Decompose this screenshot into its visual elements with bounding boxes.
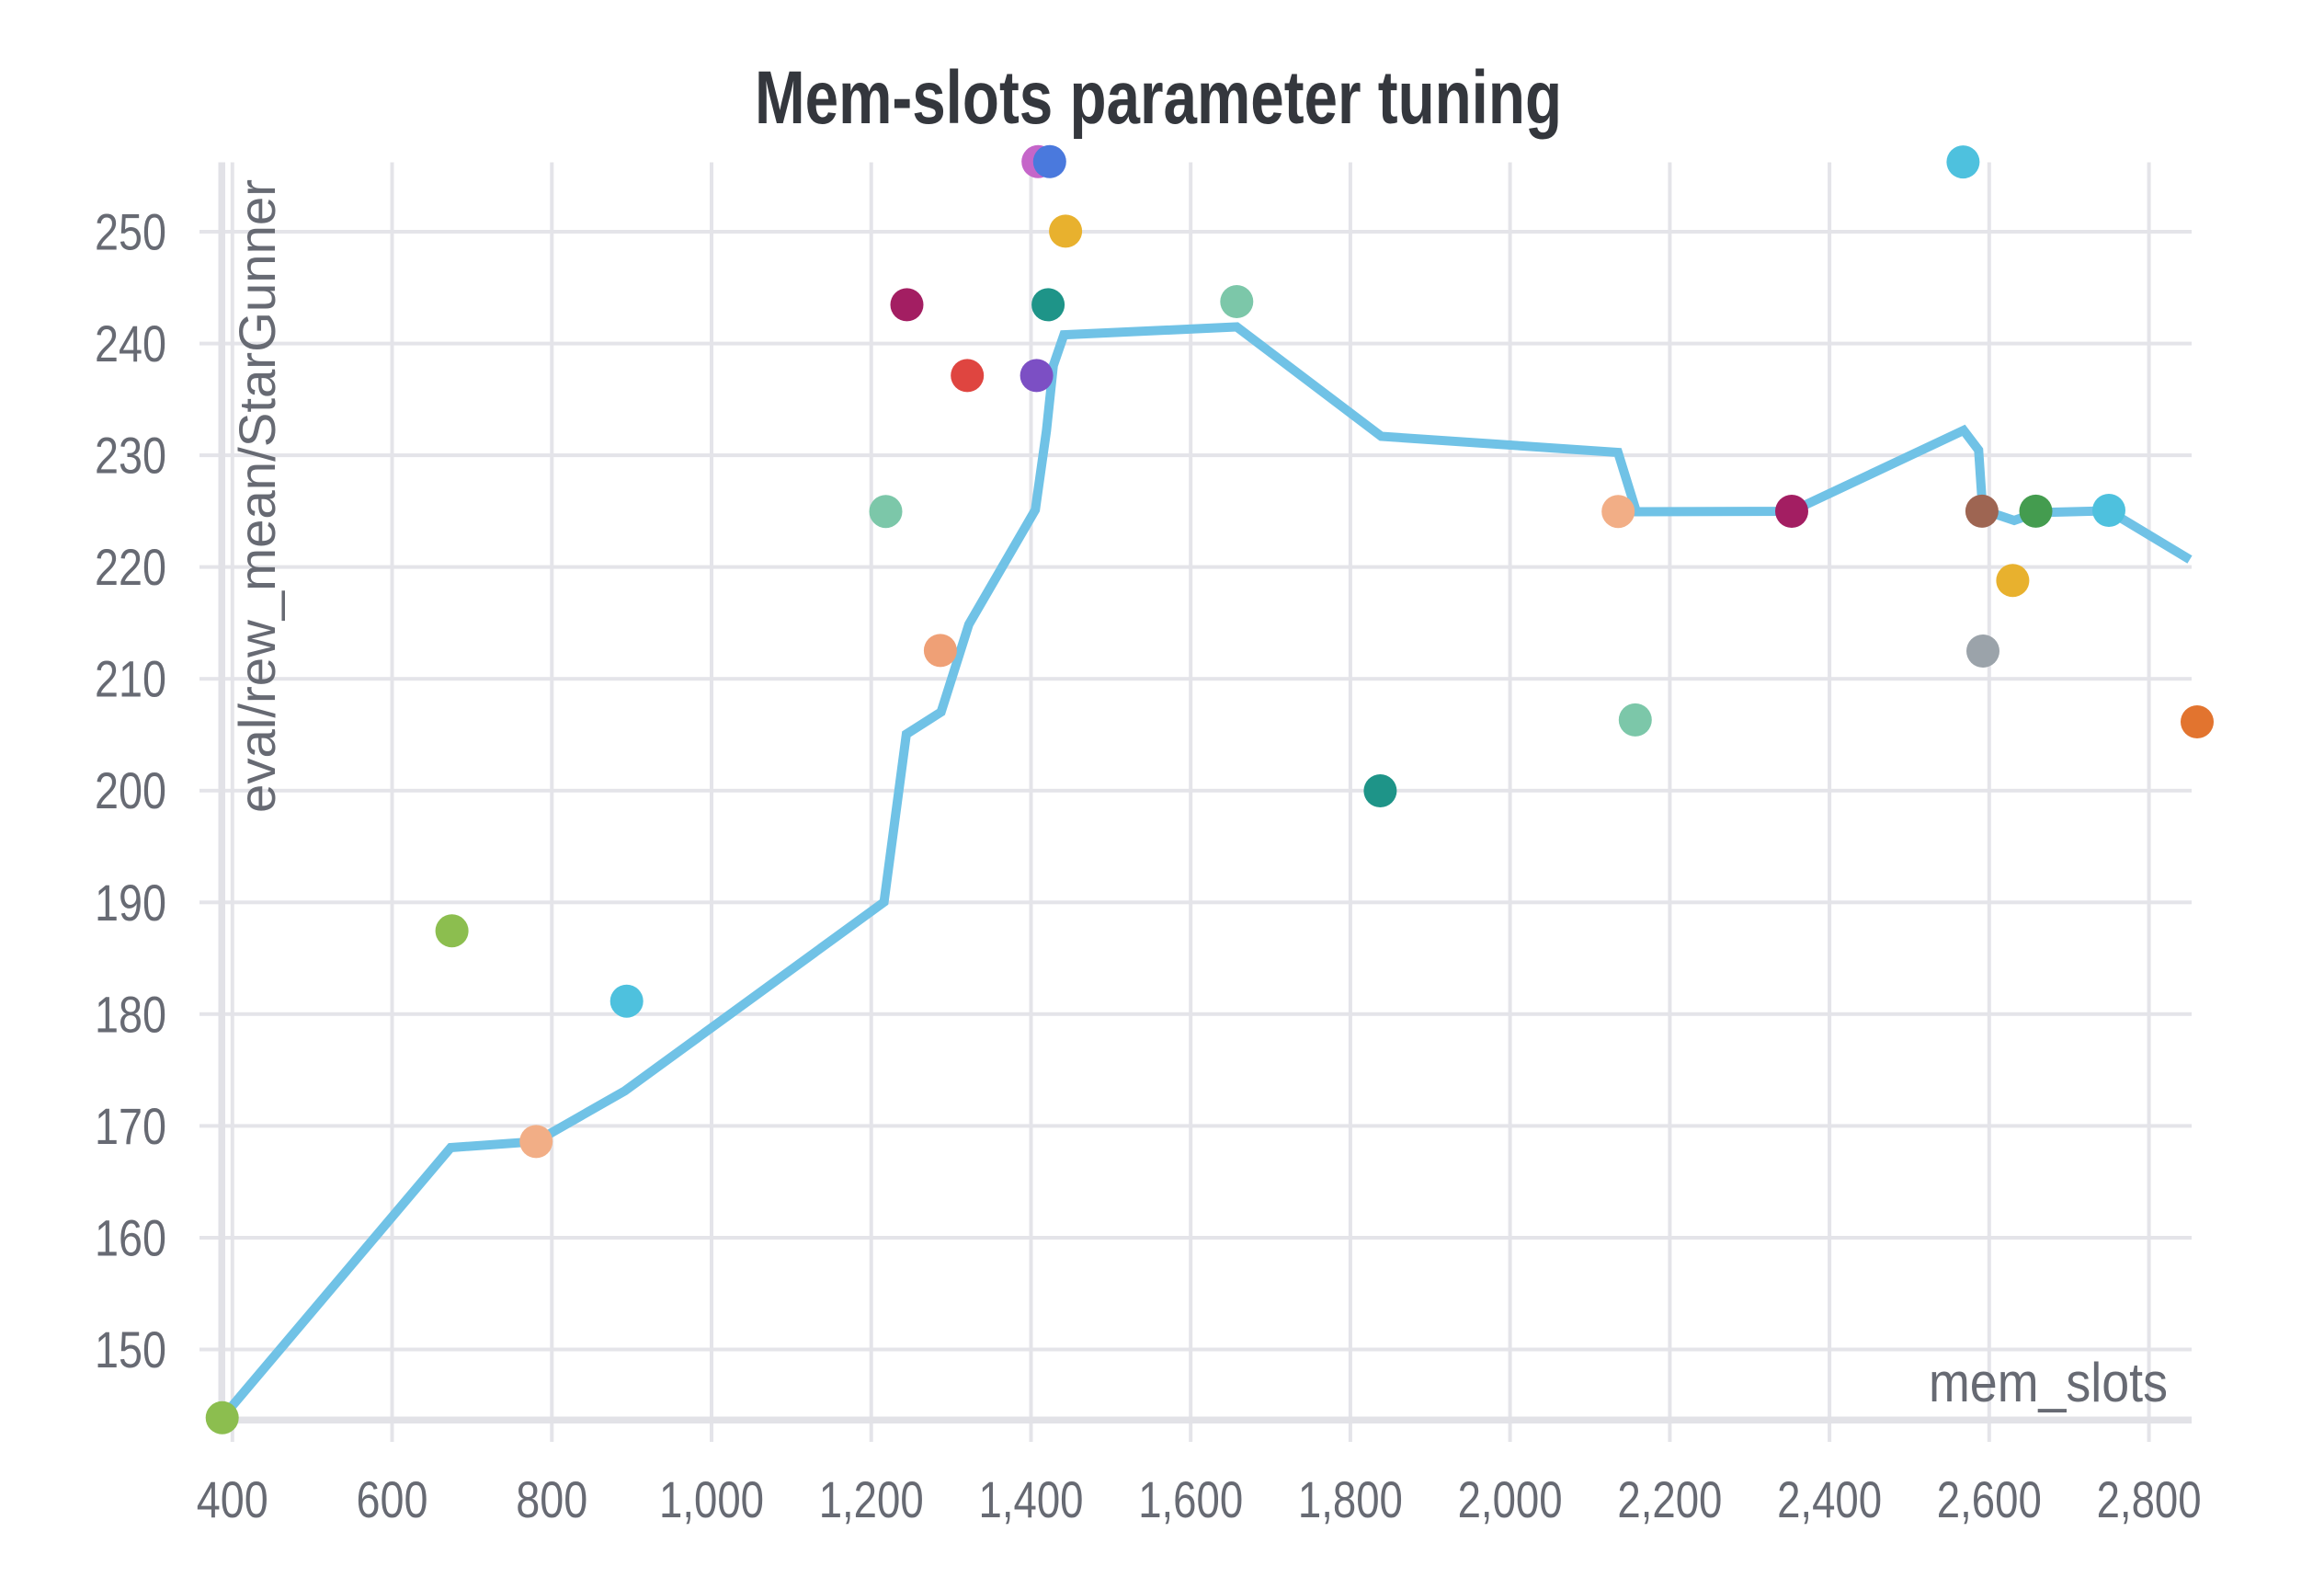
svg-text:eval/rew_mean/StarGunner: eval/rew_mean/StarGunner <box>228 179 286 813</box>
svg-text:600: 600 <box>357 1470 428 1528</box>
svg-text:160: 160 <box>95 1209 166 1267</box>
svg-text:180: 180 <box>95 985 166 1043</box>
svg-text:230: 230 <box>95 427 166 485</box>
svg-text:1,600: 1,600 <box>1138 1470 1243 1528</box>
svg-text:170: 170 <box>95 1097 166 1155</box>
svg-text:210: 210 <box>95 650 166 708</box>
svg-text:1,000: 1,000 <box>659 1470 764 1528</box>
svg-text:400: 400 <box>197 1470 268 1528</box>
svg-text:1,400: 1,400 <box>979 1470 1084 1528</box>
svg-text:mem_slots: mem_slots <box>1929 1352 2168 1413</box>
svg-text:800: 800 <box>516 1470 587 1528</box>
svg-text:250: 250 <box>95 203 166 261</box>
svg-text:200: 200 <box>95 761 166 819</box>
svg-text:Mem-slots parameter tuning: Mem-slots parameter tuning <box>755 56 1562 140</box>
svg-text:1,200: 1,200 <box>819 1470 924 1528</box>
svg-text:2,800: 2,800 <box>2097 1470 2202 1528</box>
svg-text:240: 240 <box>95 314 166 372</box>
svg-text:190: 190 <box>95 874 166 932</box>
svg-text:1,800: 1,800 <box>1298 1470 1403 1528</box>
svg-text:2,400: 2,400 <box>1777 1470 1882 1528</box>
svg-text:150: 150 <box>95 1320 166 1378</box>
svg-text:220: 220 <box>95 538 166 596</box>
svg-text:2,200: 2,200 <box>1617 1470 1722 1528</box>
svg-text:2,000: 2,000 <box>1458 1470 1563 1528</box>
svg-text:2,600: 2,600 <box>1937 1470 2042 1528</box>
